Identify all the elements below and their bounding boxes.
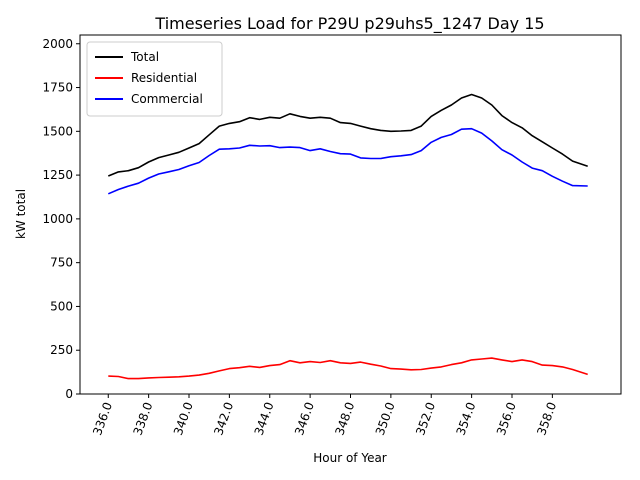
legend: Total Residential Commercial: [86, 41, 223, 117]
y-axis-label: kW total: [14, 189, 28, 239]
y-tick-label: 2000: [42, 37, 73, 51]
series-line-commercial: [107, 127, 588, 195]
y-tick-label: 500: [50, 299, 73, 313]
y-tick-label: 1750: [42, 81, 73, 95]
legend-box: [86, 41, 223, 117]
y-tick-label: 1500: [42, 124, 73, 138]
series-line-residential: [108, 357, 588, 380]
y-tick-label: 1000: [42, 212, 73, 226]
chart-title: Timeseries Load for P29U p29uhs5_1247 Da…: [154, 14, 544, 34]
y-axis: 0 250 500 750 1000 1250 1500 1750 2000: [42, 37, 80, 401]
y-tick-label: 250: [50, 343, 73, 357]
y-tick-label: 0: [65, 387, 73, 401]
series-layer: [107, 93, 588, 380]
legend-label-total: Total: [130, 50, 159, 64]
x-axis-label: Hour of Year: [313, 451, 387, 465]
y-tick-label: 1250: [42, 168, 73, 182]
legend-label-commercial: Commercial: [131, 92, 203, 106]
series-line-total: [107, 93, 588, 177]
legend-label-residential: Residential: [131, 71, 197, 85]
y-tick-label: 750: [50, 256, 73, 270]
